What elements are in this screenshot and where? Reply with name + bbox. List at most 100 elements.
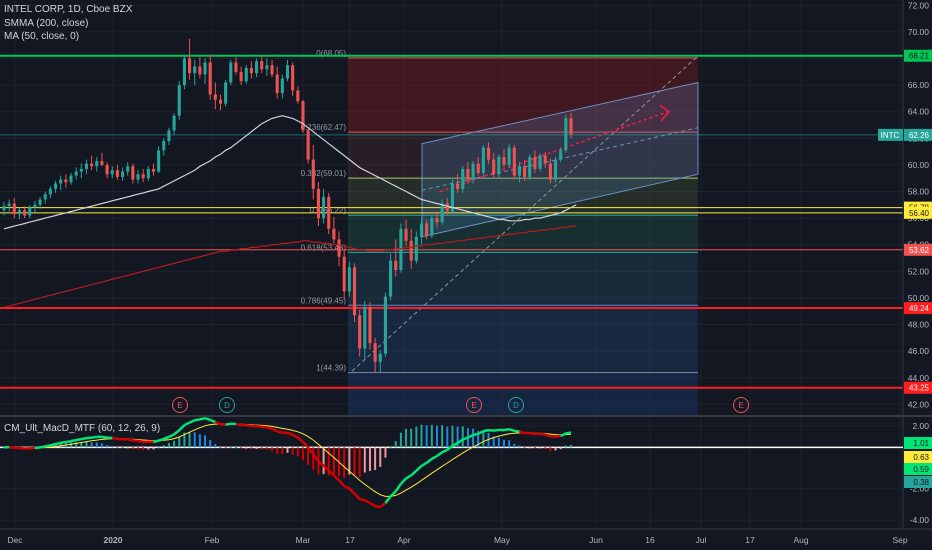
- candle-body: [409, 240, 413, 261]
- macd-line-segment: [153, 439, 159, 444]
- macd-histogram-bar: [198, 434, 201, 448]
- macd-histogram-bar: [75, 442, 78, 448]
- macd-line-segment: [493, 428, 500, 432]
- macd-line-segment: [19, 446, 25, 450]
- candle-body: [59, 179, 63, 184]
- candle-body: [146, 168, 150, 179]
- candle-body: [486, 147, 491, 160]
- dividend-marker: [219, 397, 235, 413]
- candle-body: [95, 160, 99, 167]
- macd-line-segment: [327, 469, 335, 477]
- candle-body: [12, 203, 16, 215]
- macd-histogram-bar: [544, 447, 547, 450]
- fib-zone: [348, 178, 698, 216]
- candle-body: [316, 188, 320, 219]
- macd-histogram-bar: [204, 435, 207, 448]
- candle-body: [79, 168, 83, 172]
- macd-histogram-bar: [131, 447, 134, 450]
- macd-line-segment: [514, 429, 520, 433]
- candle-body: [507, 147, 511, 165]
- macd-histogram-bar: [461, 426, 464, 448]
- macd-histogram-bar: [420, 424, 423, 448]
- candle-body: [208, 62, 212, 95]
- macd-histogram-bar: [188, 432, 191, 448]
- macd-histogram-bar: [157, 447, 160, 449]
- macd-histogram-bar: [332, 447, 335, 476]
- candle-body: [53, 183, 58, 189]
- macd-line-segment: [297, 436, 304, 443]
- macd-histogram-bar: [327, 447, 330, 476]
- macd-line-segment: [394, 483, 402, 493]
- candle-body: [234, 62, 238, 72]
- level-price-label: 62.26: [909, 131, 930, 140]
- macd-histogram-bar: [384, 447, 387, 458]
- macd-histogram-bar: [70, 442, 73, 448]
- macd-line-segment: [544, 433, 551, 438]
- macd-line-segment: [333, 474, 340, 482]
- candle-body: [538, 155, 542, 169]
- macd-line-segment: [431, 454, 438, 461]
- trend-dashed-line: [351, 55, 699, 372]
- macd-histogram-bar: [100, 443, 103, 448]
- candle-body: [167, 130, 171, 141]
- macd-histogram-bar: [121, 447, 124, 449]
- candle-body: [141, 174, 145, 179]
- smma-line: [3, 225, 577, 308]
- macd-line-segment: [112, 436, 118, 441]
- candle-body: [265, 65, 269, 70]
- candle-body: [90, 163, 94, 167]
- ticker-label: INTC: [881, 131, 900, 140]
- macd-histogram-bar: [487, 432, 490, 448]
- macd-histogram-bar: [415, 426, 418, 448]
- candle-body: [162, 140, 166, 151]
- macd-histogram-bar: [183, 432, 186, 448]
- x-tick-label: Aug: [793, 535, 808, 545]
- macd-histogram-bar: [477, 430, 480, 448]
- macd-line-segment: [173, 429, 181, 436]
- macd-histogram-bar: [240, 447, 243, 449]
- candle-body: [131, 166, 135, 180]
- macd-signal-line: [3, 423, 572, 497]
- macd-line-segment: [565, 431, 572, 435]
- macd-line-segment: [488, 428, 494, 432]
- macd-histogram-bar: [255, 447, 258, 449]
- macd-histogram-bar: [394, 440, 397, 448]
- candle-body: [466, 168, 470, 180]
- candle-body: [389, 260, 393, 297]
- macd-line-segment: [312, 453, 320, 463]
- macd-line-segment: [415, 465, 423, 472]
- candle-body: [239, 71, 243, 82]
- level-price-label: 43.25: [909, 384, 930, 393]
- level-price-tag: [904, 381, 932, 394]
- x-tick-label: Sep: [892, 535, 907, 545]
- macd-line-segment: [158, 437, 165, 442]
- candle-body: [255, 61, 259, 74]
- macd-line-segment: [560, 432, 567, 438]
- arrow-head: [659, 104, 671, 122]
- level-price-label: 56.40: [909, 209, 930, 218]
- macd-line-segment: [483, 428, 489, 433]
- x-tick-label: Feb: [205, 535, 220, 545]
- candle-body: [553, 159, 558, 180]
- macd-histogram-bar: [472, 428, 475, 448]
- macd-line-segment: [307, 446, 315, 455]
- x-tick-label: Dec: [7, 535, 23, 545]
- candle-body: [17, 210, 22, 215]
- macd-line-segment: [353, 492, 361, 501]
- candle-body: [43, 194, 47, 200]
- candle-body: [74, 171, 78, 176]
- candle-body: [213, 94, 217, 100]
- macd-line-segment: [519, 430, 525, 435]
- macd-histogram-bar: [224, 447, 227, 449]
- candle-body: [110, 170, 114, 175]
- candle-body: [224, 82, 228, 104]
- macd-histogram-bar: [528, 447, 531, 449]
- level-price-tag: [904, 49, 932, 62]
- macd-line-segment: [183, 421, 191, 427]
- macd-line-segment: [508, 428, 515, 433]
- y-tick-label: 66.00: [908, 80, 930, 90]
- macd-line-segment: [472, 432, 479, 437]
- macd-line-segment: [369, 501, 376, 508]
- candle-body: [275, 74, 279, 94]
